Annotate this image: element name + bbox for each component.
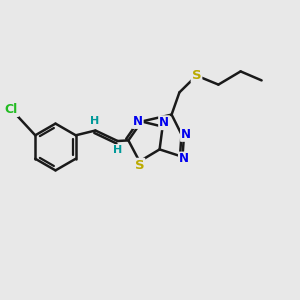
Text: N: N — [159, 116, 169, 129]
Text: S: S — [135, 159, 144, 172]
Text: H: H — [113, 145, 122, 155]
Text: N: N — [181, 128, 191, 141]
Text: N: N — [179, 152, 189, 166]
Text: Cl: Cl — [5, 103, 18, 116]
Text: H: H — [90, 116, 99, 127]
Text: N: N — [133, 115, 143, 128]
Text: S: S — [192, 69, 201, 82]
